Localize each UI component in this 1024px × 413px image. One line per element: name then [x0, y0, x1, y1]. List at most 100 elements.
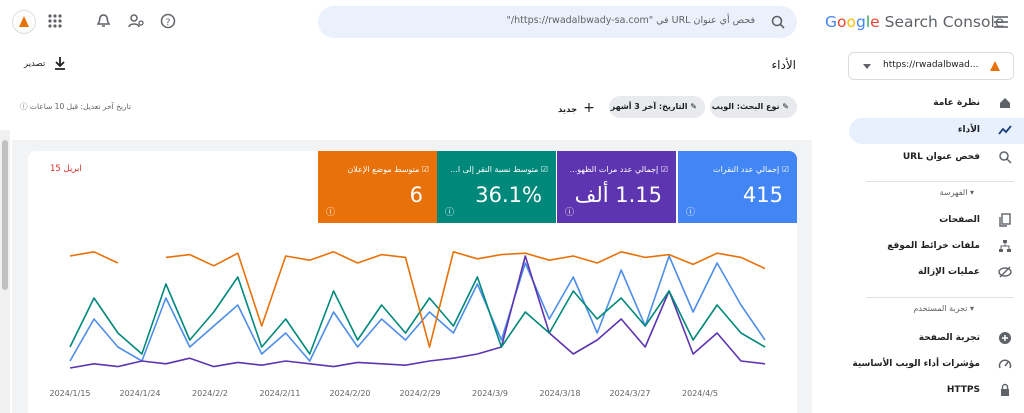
nav-url-inspection[interactable]: فحص عنوان URL	[849, 145, 1024, 171]
property-url: https://rwadalbwad...	[883, 60, 979, 70]
property-icon	[990, 61, 1000, 71]
x-tick-label: 2024/3/18	[539, 389, 580, 398]
filter-chip[interactable]: ✎ التاريخ: آخر 3 أشهر	[609, 96, 705, 118]
metric-value: 36.1%	[475, 183, 542, 207]
nav-label: نظرة عامة	[933, 98, 980, 108]
nav-page-experience[interactable]: تجربة الصفحة	[849, 326, 1024, 352]
filter-chip[interactable]: ✎ نوع البحث: الويب	[710, 96, 797, 118]
export-label: تصدير	[24, 59, 46, 69]
nav-overview[interactable]: نظرة عامة	[849, 91, 1024, 117]
metric-value: 415	[742, 183, 783, 207]
x-tick-label: 2024/1/24	[119, 389, 160, 398]
metric-tile[interactable]: ☑ إجمالي عدد مرات الظهو... 1.15 ألف ⓘ	[557, 151, 676, 223]
apps-icon[interactable]	[48, 14, 62, 28]
nav-label: عمليات الإزالة	[918, 267, 980, 277]
metric-value: 6	[409, 183, 423, 207]
search-icon	[999, 151, 1012, 164]
logo: Google Search Console	[825, 13, 1004, 31]
x-tick-label: 2024/1/15	[49, 389, 90, 398]
x-tick-label: 2024/3/9	[472, 389, 508, 398]
chart-annotation: ابريل 15	[50, 164, 82, 174]
search-box[interactable]: فحص أي عنوان URL في "https://rwadalbwady…	[318, 6, 797, 38]
nav-label: فحص عنوان URL	[902, 152, 980, 162]
new-filter-label: جديد	[558, 105, 578, 115]
nav-section-label: تجربة المستخدم	[913, 304, 968, 313]
search-placeholder: فحص أي عنوان URL في "https://rwadalbwady…	[506, 15, 755, 26]
metric-value: 1.15 ألف	[574, 183, 662, 207]
metric-help[interactable]: ⓘ	[565, 208, 575, 218]
notifications-icon[interactable]	[96, 13, 111, 29]
removal-icon	[998, 266, 1012, 278]
trend-icon	[998, 125, 1012, 135]
filter-label: التاريخ: آخر 3 أشهر	[610, 102, 688, 111]
avatar[interactable]	[12, 10, 36, 34]
metric-tile[interactable]: ☑ إجمالي عدد النقرات 415 ⓘ	[678, 151, 797, 223]
series-line	[69, 255, 766, 362]
metric-label-text: إجمالي عدد مرات الظهو...	[569, 165, 659, 174]
chart: ابريل 15 2024/1/15 2024/1/24 2024/2/2 2024/…	[49, 164, 766, 398]
nav-pages[interactable]: الصفحات	[849, 208, 1024, 234]
svg-text:?: ?	[166, 18, 171, 28]
filter-label: نوع البحث: الويب	[711, 102, 780, 111]
last-updated: تاريخ آخر تعديل: قبل 10 ساعات ⓘ	[20, 102, 132, 111]
help-icon[interactable]: ?	[160, 13, 176, 29]
x-tick-label: 2024/2/11	[259, 389, 300, 398]
avatar-logo	[19, 16, 29, 27]
property-selector[interactable]: https://rwadalbwad...	[848, 52, 1014, 80]
last-updated-label: تاريخ آخر تعديل: قبل 10 ساعات	[29, 102, 132, 111]
page-title: الأداء	[771, 58, 797, 72]
metric-help[interactable]: ⓘ	[445, 208, 455, 218]
menu-icon[interactable]	[994, 16, 1008, 28]
new-filter-button[interactable]: + جديد	[558, 100, 595, 116]
logo-brand: Google	[825, 13, 880, 31]
sitemap-icon	[999, 240, 1011, 252]
nav-core-web-vitals[interactable]: مؤشرات أداء الويب الأساسية	[849, 352, 1024, 378]
metric-label: ☑ متوسط موضع الإعلان	[347, 165, 429, 174]
nav-section-label: الفهرسة	[939, 188, 968, 197]
metric-label: ☑ إجمالي عدد النقرات	[713, 165, 789, 174]
header: ? فحص أي عنوان URL في "https://rwadalbwa…	[0, 0, 1024, 46]
nav-sitemaps[interactable]: ملفات خرائط الموقع	[849, 234, 1024, 260]
metric-help[interactable]: ⓘ	[686, 208, 696, 218]
metric-tile[interactable]: ☑ متوسط نسبة النقر إلى ا... 36.1% ⓘ	[437, 151, 556, 223]
x-tick-label: 2024/3/27	[609, 389, 650, 398]
metric-label: ☑ إجمالي عدد مرات الظهو...	[569, 165, 668, 174]
metric-label-text: إجمالي عدد النقرات	[713, 165, 780, 174]
nav-https[interactable]: HTTPS	[849, 378, 1024, 404]
search-icon	[771, 15, 785, 29]
pages-icon	[999, 213, 1011, 227]
metric-help[interactable]: ⓘ	[326, 208, 336, 218]
nav-performance[interactable]: الأداء	[849, 118, 1024, 144]
download-icon	[55, 57, 65, 70]
nav-label: الأداء	[957, 125, 980, 135]
series-line	[69, 251, 766, 348]
x-tick-label: 2024/2/29	[399, 389, 440, 398]
dropdown-arrow	[863, 64, 871, 69]
nav-label: ملفات خرائط الموقع	[887, 241, 980, 251]
nav-section[interactable]: ▾ الفهرسة	[939, 188, 974, 197]
x-tick-label: 2024/2/20	[329, 389, 370, 398]
export-button[interactable]: تصدير	[22, 56, 72, 74]
metric-label-text: متوسط موضع الإعلان	[347, 165, 420, 174]
home-icon	[1000, 98, 1010, 108]
series-line	[69, 255, 766, 369]
nav-label: تجربة الصفحة	[918, 333, 980, 343]
nav-label: مؤشرات أداء الويب الأساسية	[852, 359, 980, 369]
nav-section[interactable]: ▾ تجربة المستخدم	[913, 304, 974, 313]
scrollbar-thumb[interactable]	[2, 140, 8, 290]
divider	[866, 181, 1014, 182]
x-tick-label: 2024/4/5	[682, 389, 718, 398]
gauge-icon	[998, 359, 1012, 369]
metric-tile[interactable]: ☑ متوسط موضع الإعلان 6 ⓘ	[318, 151, 437, 223]
metric-label-text: متوسط نسبة النقر إلى ا...	[450, 165, 539, 174]
users-icon[interactable]	[128, 13, 144, 29]
logo-product: Search Console	[884, 13, 1005, 31]
divider	[866, 297, 1014, 298]
nav-label: HTTPS	[946, 385, 980, 395]
metric-label: ☑ متوسط نسبة النقر إلى ا...	[450, 165, 548, 174]
nav-label: الصفحات	[939, 215, 980, 225]
series-line	[69, 276, 766, 355]
plus-icon	[999, 332, 1011, 344]
nav-removals[interactable]: عمليات الإزالة	[849, 260, 1024, 286]
